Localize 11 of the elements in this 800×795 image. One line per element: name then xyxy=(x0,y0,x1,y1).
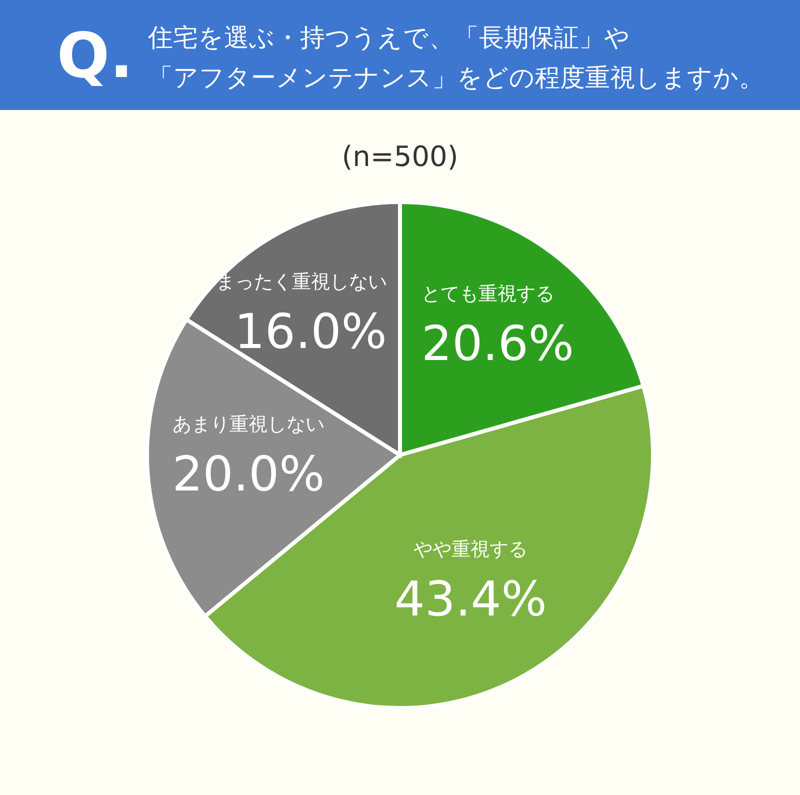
slice-label: とても重視する xyxy=(422,282,555,305)
chart-subtitle: (n=500) xyxy=(342,140,458,173)
slice-label: やや重視する xyxy=(414,538,528,560)
data-label: 20.6% xyxy=(422,316,574,372)
chart-title: 住宅を選ぶ・持つうえで、「長期保証」や「アフターメンテナンス」をどの程度重視しますか。 xyxy=(147,23,764,92)
data-label: 43.4% xyxy=(394,571,547,628)
data-label: 20.0% xyxy=(172,446,325,503)
data-label: 16.0% xyxy=(234,304,387,360)
slice-label: まったく重視しない xyxy=(216,270,387,293)
text: Q. xyxy=(56,19,134,92)
slice-label: あまり重視しない xyxy=(172,414,324,436)
